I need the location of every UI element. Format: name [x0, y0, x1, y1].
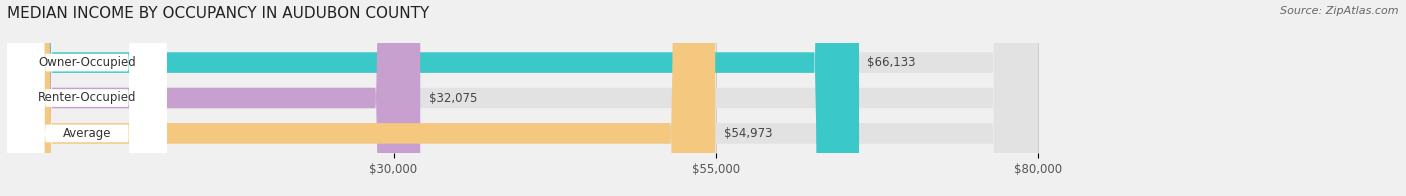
FancyBboxPatch shape — [7, 0, 167, 196]
Text: Average: Average — [63, 127, 111, 140]
FancyBboxPatch shape — [7, 0, 859, 196]
Text: Source: ZipAtlas.com: Source: ZipAtlas.com — [1281, 6, 1399, 16]
Text: Renter-Occupied: Renter-Occupied — [38, 92, 136, 104]
FancyBboxPatch shape — [7, 0, 167, 196]
Text: $32,075: $32,075 — [429, 92, 477, 104]
FancyBboxPatch shape — [7, 0, 716, 196]
FancyBboxPatch shape — [7, 0, 1038, 196]
FancyBboxPatch shape — [7, 0, 420, 196]
Text: MEDIAN INCOME BY OCCUPANCY IN AUDUBON COUNTY: MEDIAN INCOME BY OCCUPANCY IN AUDUBON CO… — [7, 6, 429, 21]
Text: $54,973: $54,973 — [724, 127, 772, 140]
Text: $66,133: $66,133 — [868, 56, 915, 69]
FancyBboxPatch shape — [7, 0, 167, 196]
Text: Owner-Occupied: Owner-Occupied — [38, 56, 136, 69]
FancyBboxPatch shape — [7, 0, 1038, 196]
FancyBboxPatch shape — [7, 0, 1038, 196]
